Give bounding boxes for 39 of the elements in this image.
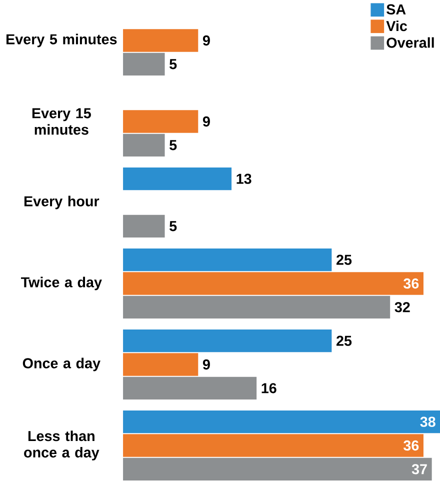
bar — [122, 168, 232, 190]
bar — [122, 458, 432, 481]
data-label: 5 — [169, 59, 177, 70]
bar — [122, 376, 256, 400]
data-label: 37 — [412, 464, 427, 474]
data-label: 16 — [262, 383, 276, 394]
data-label: 9 — [202, 359, 210, 370]
data-label: 9 — [202, 35, 210, 46]
y-tick-label: Once a day — [22, 358, 100, 372]
bar — [122, 110, 198, 133]
data-label: 13 — [236, 174, 252, 184]
y-tick-label: Every 15 minutes — [32, 108, 91, 135]
data-label: 36 — [403, 278, 419, 289]
legend-label: SA — [386, 4, 406, 14]
bar — [122, 29, 198, 52]
bar — [122, 296, 390, 319]
legend-label: Vic — [386, 20, 407, 32]
bar — [122, 329, 332, 352]
data-label: 36 — [403, 440, 419, 451]
bar — [122, 434, 424, 457]
bar — [122, 353, 198, 376]
y-tick-label: Every 5 minutes — [6, 34, 117, 48]
bar — [122, 248, 332, 272]
y-tick-label: Twice a day — [20, 276, 102, 290]
bar — [122, 272, 424, 295]
bar — [122, 214, 165, 238]
legend-label: Overall — [386, 37, 434, 48]
bar — [122, 134, 165, 157]
y-tick-label: Every hour — [24, 196, 99, 210]
data-label: 5 — [169, 140, 177, 150]
data-label: 5 — [169, 221, 177, 232]
data-label: 9 — [202, 116, 210, 127]
y-tick-label: Less than once a day — [24, 430, 100, 460]
bar — [122, 410, 440, 434]
data-label: 32 — [394, 302, 410, 312]
bar — [122, 52, 165, 76]
data-label: 25 — [336, 336, 352, 346]
data-label: 38 — [420, 416, 436, 427]
data-label: 25 — [336, 254, 352, 265]
